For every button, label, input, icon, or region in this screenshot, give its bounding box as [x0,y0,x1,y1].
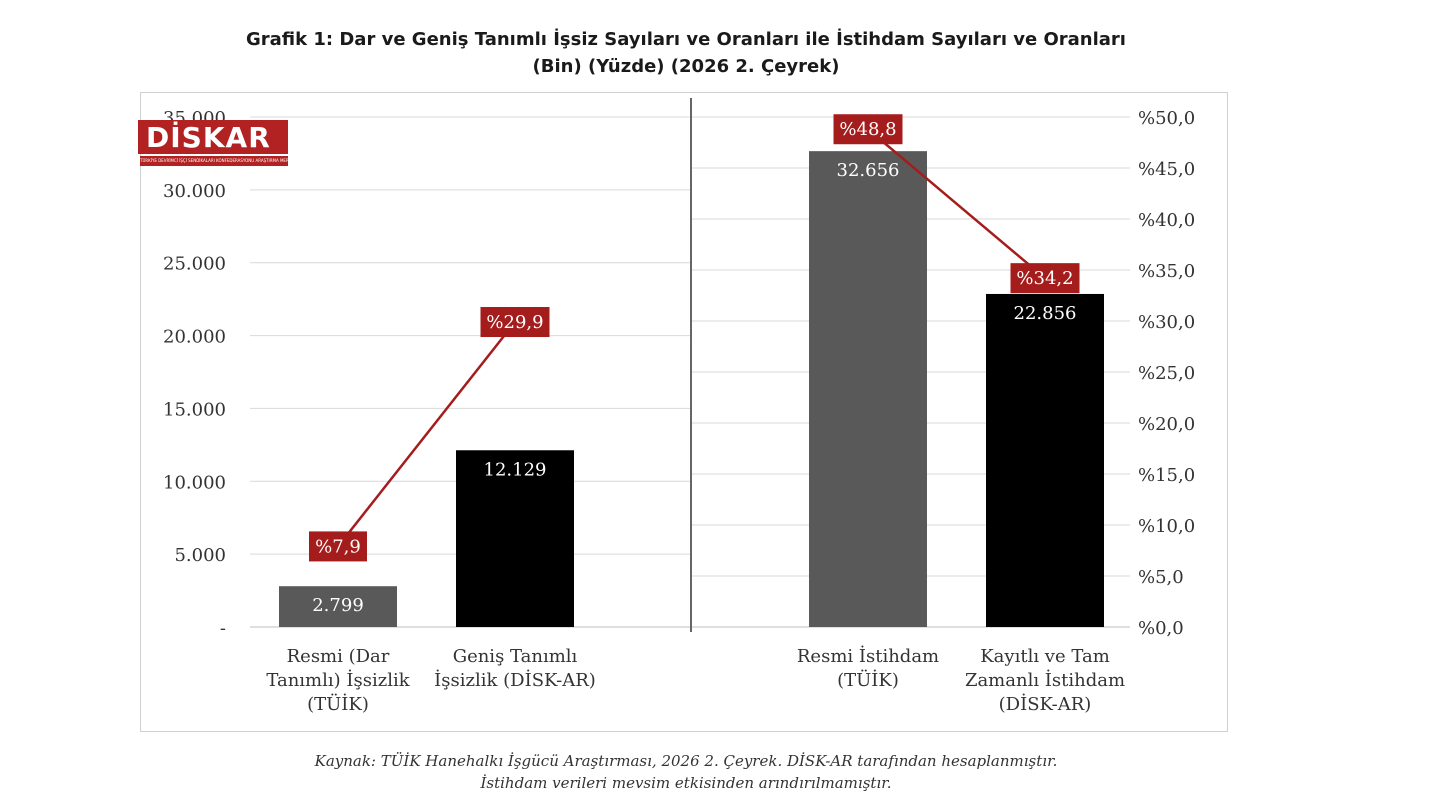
category-label: (TÜİK) [307,692,369,715]
category-label: Geniş Tanımlı [453,646,578,667]
left-axis-tick-label: 15.000 [163,399,226,420]
right-axis-tick-label: %30,0 [1138,312,1195,333]
chart-title-line2: (Bin) (Yüzde) (2026 2. Çeyrek) [532,56,840,77]
left-axis-tick-label: 5.000 [174,545,226,566]
left-axis-tick-label: 20.000 [163,327,226,348]
bar [456,450,574,627]
right-axis-tick-label: %35,0 [1138,261,1195,282]
right-axis-tick-label: %15,0 [1138,465,1195,486]
left-axis-tick-label: 10.000 [163,472,226,493]
bar-value-label: 12.129 [484,459,547,480]
chart-frame [140,92,1228,732]
rate-line [337,321,516,548]
category-label: (DİSK-AR) [999,692,1092,715]
logo-text: DİSKAR [146,121,271,154]
category-label: İşsizlik (DİSK-AR) [434,668,596,691]
right-axis-tick-label: %40,0 [1138,210,1195,231]
rate-label-box [1010,263,1080,294]
rate-line [867,128,1046,280]
left-axis-tick-label: - [220,618,226,639]
rate-label: %48,8 [839,119,896,140]
bar-value-label: 22.856 [1014,303,1077,324]
left-axis-tick-label: 30.000 [163,181,226,202]
bar [809,151,927,627]
left-axis-tick-label: 25.000 [163,254,226,275]
rate-label: %29,9 [486,312,543,333]
rate-label-box [309,531,367,562]
chart-title: Grafik 1: Dar ve Geniş Tanımlı İşsiz Say… [0,26,1372,80]
chart-title-line1: Grafik 1: Dar ve Geniş Tanımlı İşsiz Say… [246,29,1126,50]
bar [986,293,1104,627]
category-label: Tanımlı) İşsizlik [266,668,410,691]
category-label: Resmi İstihdam [797,644,939,667]
right-axis-tick-label: %25,0 [1138,363,1195,384]
rate-label-box [833,114,903,145]
logo-bar [138,120,288,154]
bar [279,586,397,627]
right-axis-tick-label: %0,0 [1138,618,1184,639]
source-line1: Kaynak: TÜİK Hanehalkı İşgücü Araştırmas… [314,752,1058,770]
source-line2: İstihdam verileri mevsim etkisinden arın… [480,774,892,792]
logo-subtitle: TÜRKİYE DEVRİMCİ İŞÇİ SENDİKALARI KONFED… [140,156,288,166]
bar-value-label: 32.656 [837,160,900,181]
right-axis-tick-label: %45,0 [1138,159,1195,180]
right-axis-tick-label: %5,0 [1138,567,1184,588]
rate-label: %34,2 [1016,268,1073,289]
source-note: Kaynak: TÜİK Hanehalkı İşgücü Araştırmas… [0,750,1372,794]
rate-label-box [480,307,550,338]
category-label: Zamanlı İstihdam [965,668,1125,691]
bar-value-label: 2.799 [312,595,364,616]
category-label: Kayıtlı ve Tam [980,646,1110,667]
category-label: (TÜİK) [837,668,899,691]
right-axis-tick-label: %20,0 [1138,414,1195,435]
category-label: Resmi (Dar [287,646,390,667]
diskar-logo: DİSKAR TÜRKİYE DEVRİMCİ İŞÇİ SENDİKALARI… [138,120,288,168]
rate-label: %7,9 [315,536,361,557]
right-axis-tick-label: %50,0 [1138,108,1195,129]
right-axis-tick-label: %10,0 [1138,516,1195,537]
